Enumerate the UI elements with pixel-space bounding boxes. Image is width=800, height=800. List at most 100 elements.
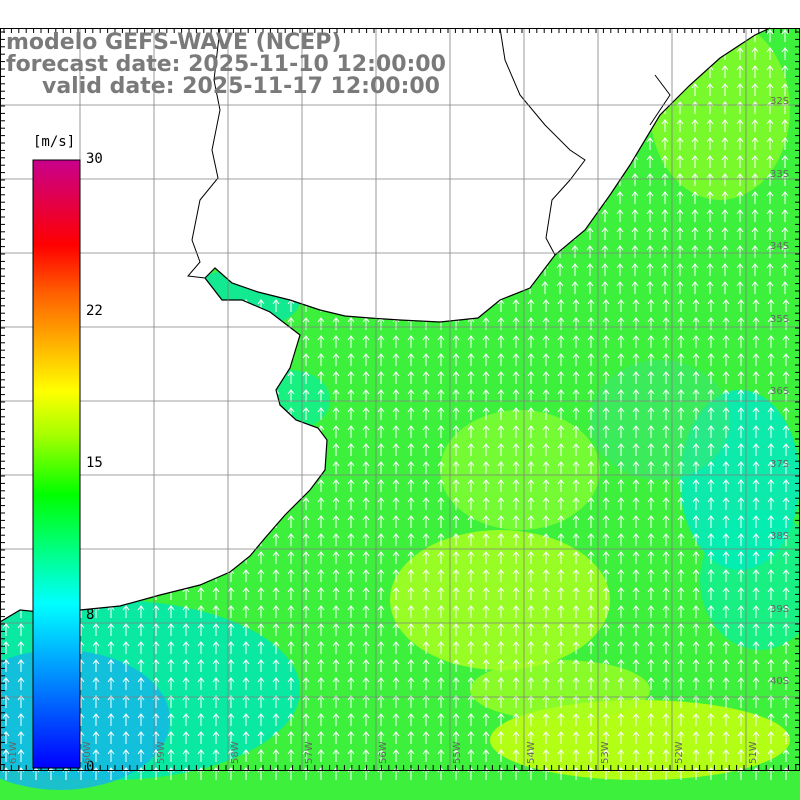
wind-arrow xyxy=(661,119,669,132)
wind-arrow xyxy=(212,587,220,600)
wind-arrow xyxy=(512,425,520,438)
wind-arrow xyxy=(647,515,655,528)
wind-arrow xyxy=(482,587,490,600)
wind-arrow xyxy=(661,227,669,240)
wind-arrow xyxy=(647,551,655,564)
wind-arrow xyxy=(467,479,475,492)
wind-arrow xyxy=(557,299,565,312)
wind-arrow xyxy=(707,749,715,762)
wind-arrow xyxy=(17,731,25,744)
wind-arrow xyxy=(617,353,625,366)
wind-arrow xyxy=(662,713,670,726)
wind-arrow xyxy=(751,191,759,204)
wind-arrow xyxy=(662,551,670,564)
wind-arrow xyxy=(707,299,715,312)
wind-arrow xyxy=(272,659,280,672)
wind-arrow xyxy=(317,677,325,690)
wind-arrow xyxy=(92,659,100,672)
wind-arrow xyxy=(692,749,700,762)
wind-arrow xyxy=(542,569,550,582)
wind-arrow xyxy=(92,641,100,654)
wind-arrow xyxy=(437,695,445,708)
wind-arrow xyxy=(467,713,475,726)
wind-arrow xyxy=(737,497,745,510)
wind-arrow xyxy=(662,425,670,438)
wind-arrow xyxy=(767,623,775,636)
wind-arrow xyxy=(407,335,415,348)
wind-arrow xyxy=(122,605,130,618)
wind-arrow xyxy=(752,623,760,636)
wind-arrow xyxy=(572,479,580,492)
wind-arrow xyxy=(272,695,280,708)
wind-arrow xyxy=(272,623,280,636)
wind-arrow xyxy=(587,299,595,312)
wind-arrow xyxy=(482,731,490,744)
wind-arrow xyxy=(677,497,685,510)
wind-arrow xyxy=(332,389,340,402)
wind-arrow xyxy=(242,677,250,690)
wind-arrow xyxy=(736,173,744,186)
wind-arrow xyxy=(2,641,10,654)
wind-arrow xyxy=(662,749,670,762)
wind-arrow xyxy=(107,695,115,708)
wind-arrow xyxy=(572,389,580,402)
wind-arrow xyxy=(766,65,774,78)
wind-arrow xyxy=(602,371,610,384)
wind-arrow xyxy=(257,641,265,654)
wind-arrow xyxy=(736,83,744,96)
wind-arrow xyxy=(587,551,595,564)
wind-arrow xyxy=(422,695,430,708)
wind-arrow xyxy=(542,605,550,618)
wind-arrow xyxy=(736,65,744,78)
frame-ticks xyxy=(0,28,800,770)
wind-arrow xyxy=(767,641,775,654)
wind-arrow xyxy=(721,191,729,204)
wind-arrow xyxy=(661,281,669,294)
wind-arrow xyxy=(92,677,100,690)
wind-arrow xyxy=(407,533,415,546)
wind-arrow xyxy=(257,713,265,726)
wind-arrow xyxy=(497,389,505,402)
wind-arrow xyxy=(722,623,730,636)
wind-arrow xyxy=(692,731,700,744)
wind-arrow xyxy=(617,497,625,510)
wind-arrow xyxy=(662,371,670,384)
wind-arrow xyxy=(452,353,460,366)
wind-arrow xyxy=(452,461,460,474)
wind-arrow xyxy=(631,227,639,240)
wind-arrow xyxy=(617,515,625,528)
wind-arrow xyxy=(737,425,745,438)
wind-arrow xyxy=(287,623,295,636)
wind-arrow xyxy=(557,659,565,672)
wind-arrow xyxy=(107,749,115,762)
wind-arrow xyxy=(751,65,759,78)
wind-arrow xyxy=(736,209,744,222)
wind-arrow xyxy=(647,317,655,330)
wind-arrow xyxy=(347,533,355,546)
wind-arrow xyxy=(737,731,745,744)
wind-arrow xyxy=(752,425,760,438)
wind-arrow xyxy=(631,209,639,222)
wind-arrow xyxy=(541,281,549,294)
wind-arrow xyxy=(601,245,609,258)
wind-arrow xyxy=(482,479,490,492)
wind-arrow xyxy=(557,749,565,762)
wind-arrow xyxy=(512,731,520,744)
wind-arrow xyxy=(707,605,715,618)
wind-arrow xyxy=(542,641,550,654)
wind-arrow xyxy=(632,533,640,546)
wind-arrow xyxy=(737,533,745,546)
wind-arrow xyxy=(751,155,759,168)
wind-arrow xyxy=(242,695,250,708)
wind-arrow xyxy=(692,677,700,690)
latitude-label: 35S xyxy=(770,313,790,325)
wind-arrow xyxy=(527,605,535,618)
wind-arrow xyxy=(362,515,370,528)
wind-arrow xyxy=(676,227,684,240)
wind-arrow xyxy=(782,425,790,438)
coastline xyxy=(0,27,771,623)
wind-arrow xyxy=(497,407,505,420)
wind-arrow xyxy=(542,587,550,600)
wind-arrow xyxy=(632,461,640,474)
wind-arrow xyxy=(587,479,595,492)
